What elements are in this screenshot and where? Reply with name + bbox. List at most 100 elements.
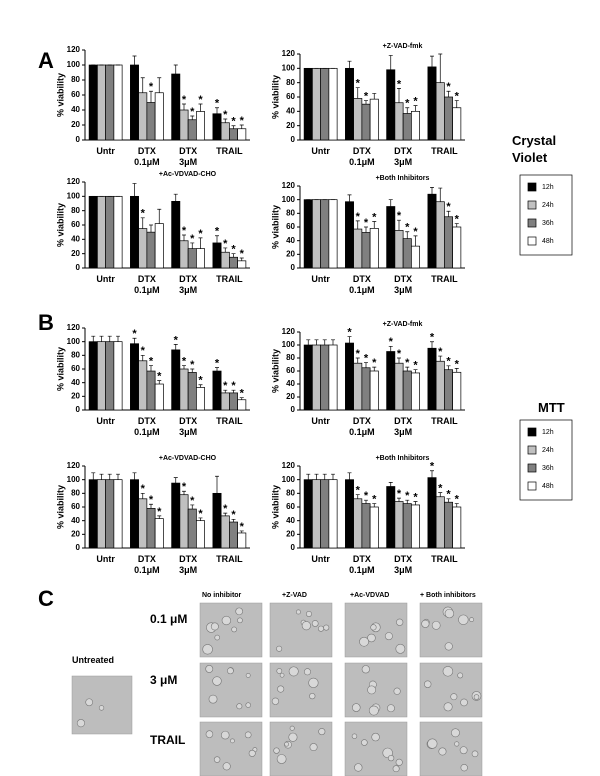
significance-marker: * xyxy=(397,78,402,90)
cell xyxy=(460,698,468,707)
y-axis-label: % viability xyxy=(55,347,65,391)
bar xyxy=(444,369,453,411)
significance-marker: * xyxy=(413,96,418,108)
bar xyxy=(105,479,115,549)
bar xyxy=(212,492,222,549)
cell xyxy=(443,702,453,712)
y-axis-label: % viability xyxy=(270,485,280,529)
y-tick-label: 120 xyxy=(282,49,296,58)
bar xyxy=(353,228,363,269)
significance-marker: * xyxy=(223,238,228,250)
bar xyxy=(444,501,453,549)
significance-marker: * xyxy=(372,357,377,369)
bar xyxy=(452,371,462,411)
y-axis-label: % viability xyxy=(55,485,65,529)
significance-marker: * xyxy=(430,332,435,344)
bar xyxy=(452,107,462,141)
legend-swatch xyxy=(527,463,537,473)
significance-marker: * xyxy=(190,106,195,118)
bar xyxy=(353,362,363,411)
cell xyxy=(323,624,330,631)
error-bar xyxy=(198,384,203,388)
error-bar xyxy=(347,194,352,202)
error-bar xyxy=(107,335,112,342)
x-tick-label: Untr xyxy=(311,146,330,156)
bar xyxy=(361,103,371,141)
error-bar xyxy=(397,357,401,364)
y-tick-label: 40 xyxy=(286,516,295,525)
y-tick-label: 0 xyxy=(291,135,296,144)
x-tick-label: TRAIL xyxy=(216,146,243,156)
untreated-label: Untreated xyxy=(72,655,115,665)
y-axis-label: % viability xyxy=(270,349,280,393)
row-label: 0.1 μM xyxy=(150,612,188,626)
significance-marker: * xyxy=(446,489,451,501)
cell xyxy=(421,619,430,628)
error-bar xyxy=(132,337,137,344)
cell xyxy=(393,687,401,695)
legend-label: 48h xyxy=(542,483,554,490)
y-tick-label: 20 xyxy=(286,529,295,538)
x-tick-label: DTX 0.1μM xyxy=(349,274,375,295)
bar xyxy=(369,506,379,549)
bar xyxy=(105,341,115,411)
bar xyxy=(320,479,330,549)
bar xyxy=(303,479,313,549)
error-bar xyxy=(198,237,203,249)
error-bar xyxy=(182,365,186,369)
bar xyxy=(394,230,404,269)
error-bar xyxy=(446,90,451,97)
error-bar xyxy=(239,530,244,533)
cell xyxy=(454,741,460,747)
bar xyxy=(130,343,139,411)
error-bar xyxy=(314,473,319,480)
y-tick-label: 60 xyxy=(71,90,80,99)
significance-marker: * xyxy=(223,503,228,515)
panel-label: C xyxy=(38,586,54,611)
bar xyxy=(328,67,338,141)
y-tick-label: 80 xyxy=(71,206,80,215)
bar xyxy=(320,199,330,269)
bar xyxy=(452,226,462,269)
bar xyxy=(361,503,371,549)
bar xyxy=(320,67,330,141)
significance-marker: * xyxy=(132,328,137,340)
error-bar xyxy=(306,473,311,480)
bar xyxy=(196,248,205,269)
bar xyxy=(444,216,453,269)
bar xyxy=(411,110,420,141)
significance-marker: * xyxy=(364,352,369,364)
y-axis-label: % viability xyxy=(55,73,65,117)
bar xyxy=(427,477,437,549)
y-tick-label: 60 xyxy=(286,502,295,511)
error-bar xyxy=(355,494,360,499)
significance-marker: * xyxy=(182,225,187,237)
cell xyxy=(271,697,280,705)
significance-marker: * xyxy=(364,90,369,102)
bar xyxy=(146,508,156,549)
x-tick-label: DTX 3μM xyxy=(179,416,198,437)
bar xyxy=(402,113,412,141)
cell xyxy=(459,746,468,755)
legend-label: 12h xyxy=(542,429,554,436)
error-bar xyxy=(91,335,96,342)
y-tick-label: 100 xyxy=(282,475,296,484)
significance-marker: * xyxy=(240,388,245,400)
legend-label: 48h xyxy=(542,238,554,245)
significance-marker: * xyxy=(157,371,162,383)
significance-marker: * xyxy=(413,226,418,238)
cell xyxy=(367,685,377,695)
bar xyxy=(353,98,363,141)
bar xyxy=(303,67,313,141)
error-bar xyxy=(355,87,360,99)
legend-swatch xyxy=(527,182,537,192)
y-tick-label: 20 xyxy=(71,391,80,400)
significance-marker: * xyxy=(215,98,220,110)
x-tick-label: TRAIL xyxy=(431,554,458,564)
x-tick-label: TRAIL xyxy=(431,274,458,284)
significance-marker: * xyxy=(198,228,203,240)
column-label: No inhibitor xyxy=(202,592,242,599)
bar xyxy=(345,342,354,411)
cell xyxy=(458,614,469,625)
y-tick-label: 80 xyxy=(286,208,295,217)
